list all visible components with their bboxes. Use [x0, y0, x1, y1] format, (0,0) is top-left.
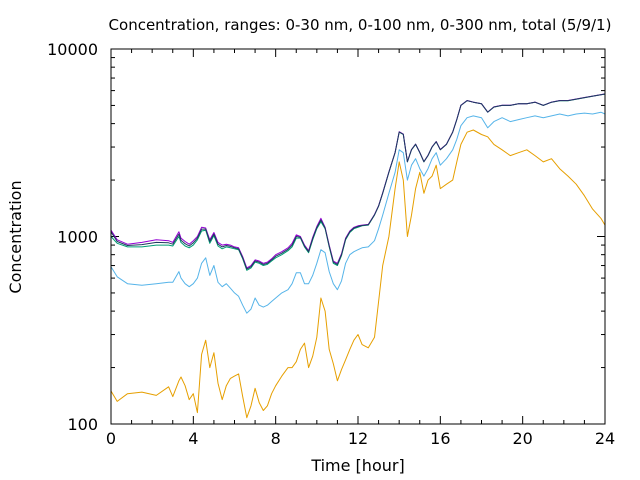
- x-tick-label: 8: [271, 429, 281, 448]
- x-tick-label: 0: [106, 429, 116, 448]
- x-tick-label: 12: [348, 429, 368, 448]
- series-line-1: [110, 129, 606, 419]
- series-line-5: [110, 93, 606, 270]
- x-tick-label: 4: [188, 429, 198, 448]
- y-tick-label: 1000: [57, 228, 98, 247]
- x-tick-label: 20: [512, 429, 532, 448]
- plot-frame: [110, 48, 606, 425]
- series-line-2: [110, 111, 606, 314]
- x-axis-title: Time [hour]: [310, 456, 404, 475]
- axes-layer: 0 4 8 12 16 20 24 100 1000 10000: [47, 40, 615, 448]
- x-tick-label: 24: [595, 429, 615, 448]
- y-tick-label: 100: [67, 415, 98, 434]
- y-tick-label: 10000: [47, 40, 98, 59]
- series-line-4: [110, 93, 606, 269]
- x-tick-label: 16: [430, 429, 450, 448]
- chart-title: Concentration, ranges: 0-30 nm, 0-100 nm…: [109, 16, 612, 34]
- series-layer: [110, 93, 606, 419]
- y-axis-title: Concentration: [6, 180, 25, 293]
